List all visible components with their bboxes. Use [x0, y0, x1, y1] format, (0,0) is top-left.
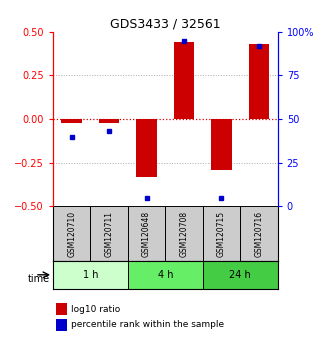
Text: GSM120715: GSM120715	[217, 211, 226, 257]
Bar	[174, 42, 194, 119]
Text: GSM120648: GSM120648	[142, 211, 151, 257]
Bar	[211, 119, 232, 170]
Bar	[128, 261, 203, 289]
Bar	[99, 119, 119, 122]
Bar	[136, 119, 157, 177]
Bar	[203, 206, 240, 261]
Title: GDS3433 / 32561: GDS3433 / 32561	[110, 18, 221, 31]
Text: 1 h: 1 h	[83, 270, 98, 280]
Text: GSM120711: GSM120711	[105, 211, 114, 257]
Bar	[53, 261, 128, 289]
Bar	[91, 206, 128, 261]
Text: GSM120708: GSM120708	[179, 211, 188, 257]
Bar	[128, 206, 165, 261]
Text: time: time	[28, 274, 50, 284]
Text: 4 h: 4 h	[158, 270, 173, 280]
Bar	[165, 206, 203, 261]
Text: log10 ratio: log10 ratio	[71, 304, 120, 314]
Text: 24 h: 24 h	[229, 270, 251, 280]
Text: GSM120716: GSM120716	[255, 211, 264, 257]
Bar	[240, 206, 278, 261]
Bar	[203, 261, 278, 289]
Bar	[61, 119, 82, 122]
Bar	[249, 44, 269, 119]
Text: percentile rank within the sample: percentile rank within the sample	[71, 320, 224, 330]
Bar	[53, 206, 91, 261]
Text: GSM120710: GSM120710	[67, 211, 76, 257]
